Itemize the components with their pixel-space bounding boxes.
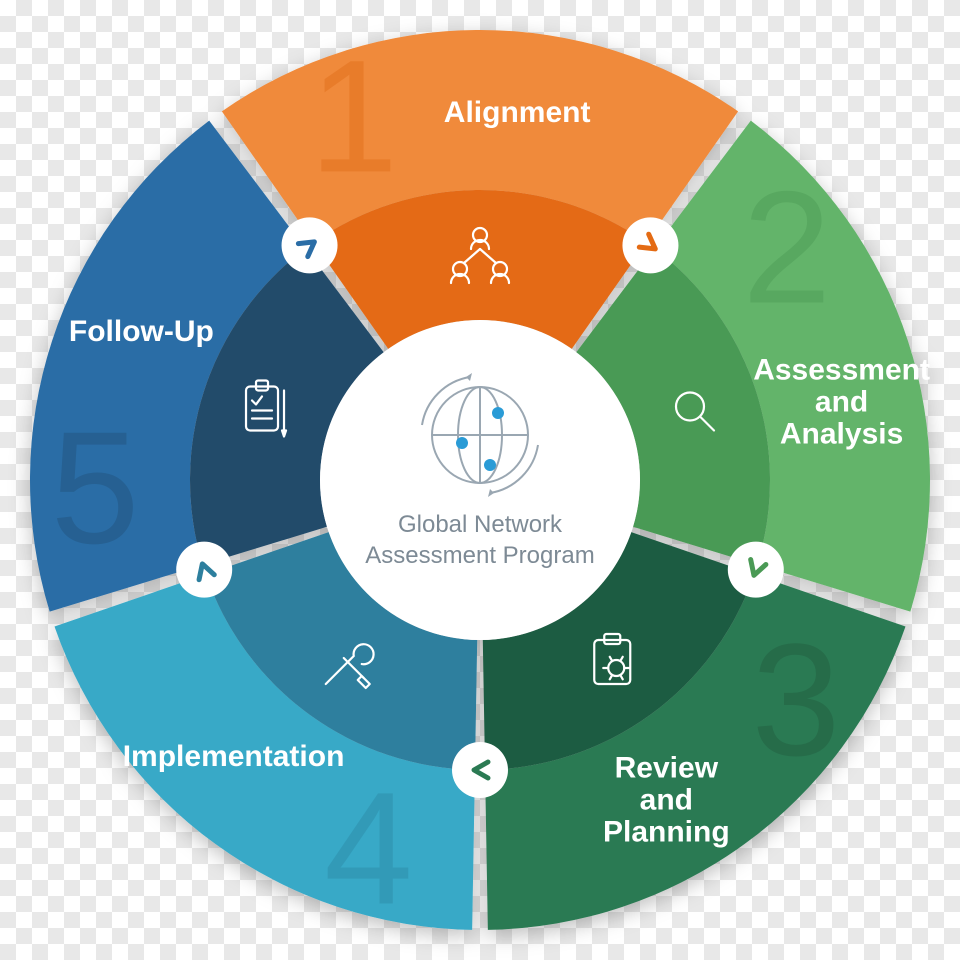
segment-2-number: 2: [742, 157, 831, 336]
segment-1-number: 1: [309, 26, 398, 205]
arrow-badge-2: [728, 542, 784, 598]
arrow-badge-1: [622, 217, 678, 273]
arrow-badge-5: [282, 217, 338, 273]
arrow-badge-3: [452, 742, 508, 798]
segment-5-label: Follow-Up: [69, 315, 214, 348]
segment-3-number: 3: [751, 610, 840, 789]
arrow-badge-4: [176, 542, 232, 598]
infographic-canvas: 1Alignment2AssessmentandAnalysis3Reviewa…: [0, 0, 960, 960]
process-wheel-svg: 1Alignment2AssessmentandAnalysis3Reviewa…: [0, 0, 960, 960]
center-title: Global Network Assessment Program: [340, 509, 620, 571]
center-title-line1: Global Network: [398, 511, 562, 538]
segment-5-number: 5: [51, 398, 140, 577]
segment-1-label: Alignment: [444, 96, 591, 129]
segment-4-number: 4: [324, 758, 413, 937]
segment-4-label: Implementation: [123, 740, 345, 773]
center-title-line2: Assessment Program: [365, 542, 594, 569]
